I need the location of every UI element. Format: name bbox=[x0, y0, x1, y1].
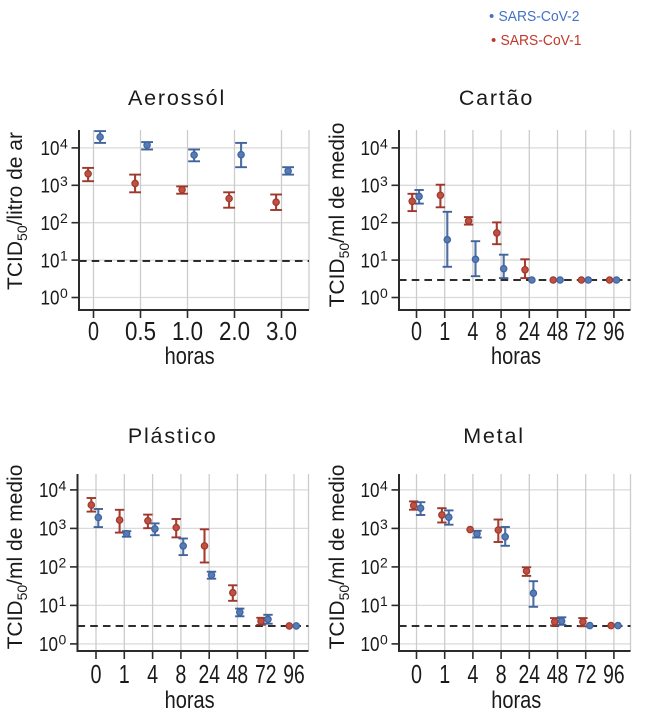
svg-text:10: 10 bbox=[361, 176, 380, 198]
svg-text:72: 72 bbox=[575, 659, 597, 689]
svg-text:10: 10 bbox=[361, 213, 380, 235]
svg-text:SARS-CoV-1: SARS-CoV-1 bbox=[501, 33, 582, 49]
svg-text:72: 72 bbox=[575, 316, 597, 346]
svg-text:TCID50/litro de ar: TCID50/litro de ar bbox=[4, 132, 30, 290]
svg-text:horas: horas bbox=[165, 687, 215, 714]
svg-text:1: 1 bbox=[60, 248, 68, 264]
svg-text:24: 24 bbox=[198, 659, 220, 689]
svg-text:Aerossól: Aerossól bbox=[128, 86, 226, 110]
svg-text:1.0: 1.0 bbox=[172, 316, 203, 346]
svg-text:10: 10 bbox=[41, 250, 60, 272]
svg-text:8: 8 bbox=[496, 659, 507, 689]
svg-text:48: 48 bbox=[547, 316, 569, 346]
svg-text:0: 0 bbox=[380, 631, 388, 647]
svg-text:Plástico: Plástico bbox=[128, 424, 218, 448]
svg-text:10: 10 bbox=[361, 519, 380, 541]
svg-text:2: 2 bbox=[59, 554, 67, 570]
svg-text:1: 1 bbox=[439, 316, 450, 346]
svg-text:1: 1 bbox=[380, 593, 388, 609]
svg-text:1: 1 bbox=[380, 248, 388, 264]
svg-text:8: 8 bbox=[175, 659, 186, 689]
svg-text:4: 4 bbox=[380, 135, 388, 151]
svg-text:10: 10 bbox=[39, 519, 58, 541]
svg-text:4: 4 bbox=[59, 477, 67, 493]
svg-text:10: 10 bbox=[361, 557, 380, 579]
svg-text:2: 2 bbox=[380, 210, 388, 226]
svg-text:3: 3 bbox=[380, 173, 388, 189]
svg-text:4: 4 bbox=[467, 316, 478, 346]
svg-text:0: 0 bbox=[411, 659, 422, 689]
svg-text:48: 48 bbox=[227, 659, 249, 689]
svg-text:4: 4 bbox=[467, 659, 478, 689]
svg-text:0: 0 bbox=[60, 285, 68, 301]
svg-text:3: 3 bbox=[59, 516, 67, 532]
svg-text:10: 10 bbox=[39, 634, 58, 656]
svg-text:1: 1 bbox=[119, 659, 130, 689]
svg-text:0: 0 bbox=[91, 659, 102, 689]
svg-text:96: 96 bbox=[283, 659, 305, 689]
svg-text:72: 72 bbox=[255, 659, 277, 689]
svg-text:10: 10 bbox=[39, 557, 58, 579]
svg-text:SARS-CoV-2: SARS-CoV-2 bbox=[499, 9, 580, 25]
svg-text:10: 10 bbox=[361, 480, 380, 502]
svg-text:•: • bbox=[489, 8, 494, 25]
svg-text:0: 0 bbox=[59, 631, 67, 647]
svg-text:horas: horas bbox=[165, 343, 215, 370]
svg-text:2: 2 bbox=[380, 554, 388, 570]
svg-text:10: 10 bbox=[41, 213, 60, 235]
svg-text:10: 10 bbox=[361, 634, 380, 656]
svg-text:24: 24 bbox=[519, 316, 541, 346]
svg-text:TCID50/ml de medio: TCID50/ml de medio bbox=[4, 465, 30, 650]
svg-text:1: 1 bbox=[59, 593, 67, 609]
svg-text:10: 10 bbox=[361, 138, 380, 160]
svg-text:10: 10 bbox=[361, 250, 380, 272]
svg-text:TCID50/ml de medio: TCID50/ml de medio bbox=[326, 123, 352, 308]
svg-text:8: 8 bbox=[496, 316, 507, 346]
svg-text:0: 0 bbox=[411, 316, 422, 346]
svg-text:10: 10 bbox=[361, 596, 380, 618]
svg-text:2: 2 bbox=[60, 210, 68, 226]
svg-text:10: 10 bbox=[41, 138, 60, 160]
svg-text:10: 10 bbox=[39, 480, 58, 502]
svg-text:10: 10 bbox=[361, 288, 380, 310]
svg-text:0: 0 bbox=[380, 285, 388, 301]
svg-text:96: 96 bbox=[603, 659, 625, 689]
svg-text:3.0: 3.0 bbox=[266, 316, 297, 346]
svg-text:4: 4 bbox=[60, 135, 68, 151]
svg-text:10: 10 bbox=[41, 176, 60, 198]
svg-text:Metal: Metal bbox=[463, 424, 525, 448]
svg-text:96: 96 bbox=[603, 316, 625, 346]
svg-text:0: 0 bbox=[88, 316, 99, 346]
svg-text:1: 1 bbox=[439, 659, 450, 689]
svg-text:24: 24 bbox=[519, 659, 541, 689]
svg-text:horas: horas bbox=[491, 687, 541, 714]
svg-text:10: 10 bbox=[41, 288, 60, 310]
svg-text:4: 4 bbox=[147, 659, 158, 689]
svg-text:•: • bbox=[491, 32, 496, 49]
svg-text:3: 3 bbox=[60, 173, 68, 189]
svg-text:10: 10 bbox=[39, 596, 58, 618]
svg-text:2.0: 2.0 bbox=[219, 316, 250, 346]
svg-text:3: 3 bbox=[380, 516, 388, 532]
svg-text:4: 4 bbox=[380, 477, 388, 493]
svg-text:horas: horas bbox=[491, 343, 541, 370]
svg-text:TCID50/ml de medio: TCID50/ml de medio bbox=[326, 465, 352, 650]
svg-text:Cartão: Cartão bbox=[459, 86, 534, 110]
svg-text:0.5: 0.5 bbox=[125, 316, 156, 346]
svg-text:48: 48 bbox=[547, 659, 569, 689]
